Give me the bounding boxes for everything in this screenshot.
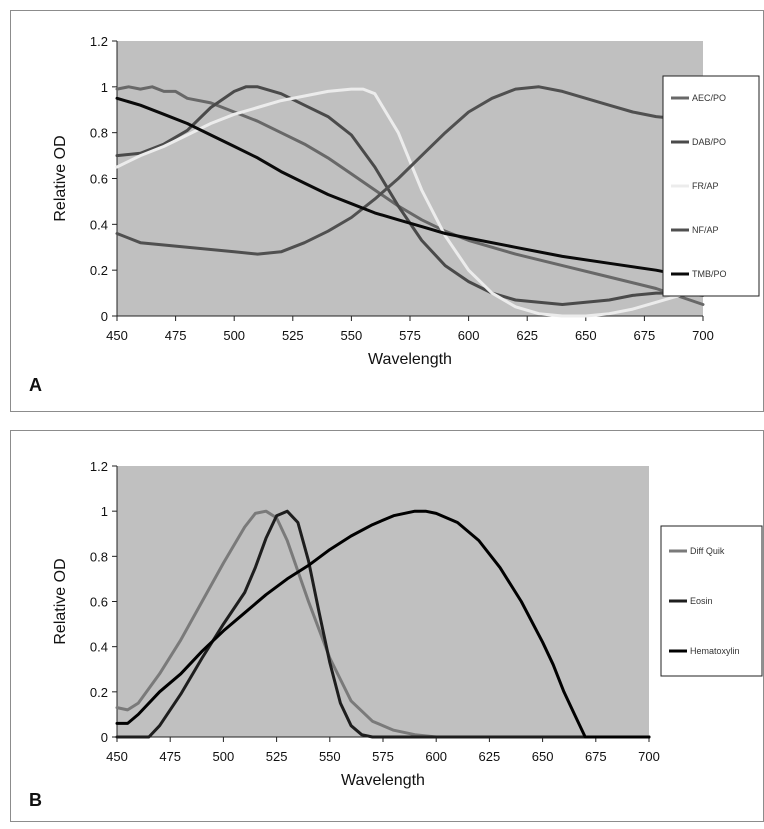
legend-label: Eosin <box>690 596 713 606</box>
y-tick-label: 0.8 <box>90 126 108 141</box>
x-tick-label: 450 <box>106 328 128 343</box>
y-tick-label: 0 <box>101 309 108 324</box>
y-tick-label: 1 <box>101 504 108 519</box>
chart-a-svg: 0 0.2 0.4 0.6 0.8 1 1.2 450 475 500 525 550 575 600 62… <box>29 34 760 395</box>
y-tick-label: 0.2 <box>90 685 108 700</box>
series-line-5 <box>115 96 705 281</box>
x-tick-label: 650 <box>532 749 554 764</box>
y-tick-label: 1.2 <box>90 459 108 474</box>
series-line-1 <box>115 85 705 306</box>
x-tick-label: 700 <box>638 749 660 764</box>
series-line-2 <box>115 85 705 306</box>
x-tick-label: 500 <box>223 328 245 343</box>
y-axis-title: Relative OD <box>52 135 69 221</box>
x-axis-title: Wavelength <box>368 351 452 368</box>
x-tick-label: 475 <box>165 328 187 343</box>
x-tick-label: 525 <box>282 328 304 343</box>
y-tick-label: 0.2 <box>90 263 108 278</box>
series-line-2 <box>115 509 651 739</box>
x-axis-title: Wavelength <box>341 772 425 789</box>
chart-b-svg: 0 0.2 0.4 0.6 0.8 1 1.2 450 475 500 525 550 575 600 62… <box>29 459 763 810</box>
y-tick-label: 0.4 <box>90 217 108 232</box>
y-tick-label: 1 <box>101 80 108 95</box>
x-tick-label: 600 <box>458 328 480 343</box>
x-tick-label: 675 <box>634 328 656 343</box>
y-tick-label: 0.4 <box>90 640 108 655</box>
series-line-3 <box>115 509 651 739</box>
x-tick-label: 625 <box>479 749 501 764</box>
x-tick-label: 475 <box>159 749 181 764</box>
x-tick-label: 625 <box>516 328 538 343</box>
y-tick-label: 0.8 <box>90 549 108 564</box>
panel-a: 0 0.2 0.4 0.6 0.8 1 1.2 450 475 500 525 550 575 600 62… <box>10 10 764 412</box>
legend-label: DAB/PO <box>692 137 726 147</box>
x-tick-label: 675 <box>585 749 607 764</box>
panel-b: 0 0.2 0.4 0.6 0.8 1 1.2 450 475 500 525 550 575 600 62… <box>10 430 764 822</box>
y-tick-label: 1.2 <box>90 34 108 49</box>
legend-label: FR/AP <box>692 181 719 191</box>
legend-label: Hematoxylin <box>690 646 740 656</box>
panel-label: B <box>29 790 42 810</box>
x-tick-label: 575 <box>399 328 421 343</box>
x-tick-label: 550 <box>319 749 341 764</box>
x-tick-label: 700 <box>692 328 714 343</box>
panel-label: A <box>29 375 42 395</box>
legend-label: TMB/PO <box>692 269 727 279</box>
x-tick-label: 525 <box>266 749 288 764</box>
y-tick-label: 0.6 <box>90 595 108 610</box>
x-tick-label: 450 <box>106 749 128 764</box>
legend-label: AEC/PO <box>692 93 726 103</box>
series-line-3 <box>115 87 705 318</box>
x-tick-label: 575 <box>372 749 394 764</box>
plot-area <box>117 466 649 737</box>
legend-label: NF/AP <box>692 225 719 235</box>
plot-area <box>117 41 703 316</box>
x-tick-label: 600 <box>425 749 447 764</box>
series-line-4 <box>115 85 705 256</box>
y-tick-label: 0.6 <box>90 172 108 187</box>
x-tick-label: 550 <box>341 328 363 343</box>
x-tick-label: 500 <box>213 749 235 764</box>
x-tick-label: 650 <box>575 328 597 343</box>
legend-label: Diff Quik <box>690 546 725 556</box>
y-tick-label: 0 <box>101 730 108 745</box>
y-axis-title: Relative OD <box>52 558 69 644</box>
